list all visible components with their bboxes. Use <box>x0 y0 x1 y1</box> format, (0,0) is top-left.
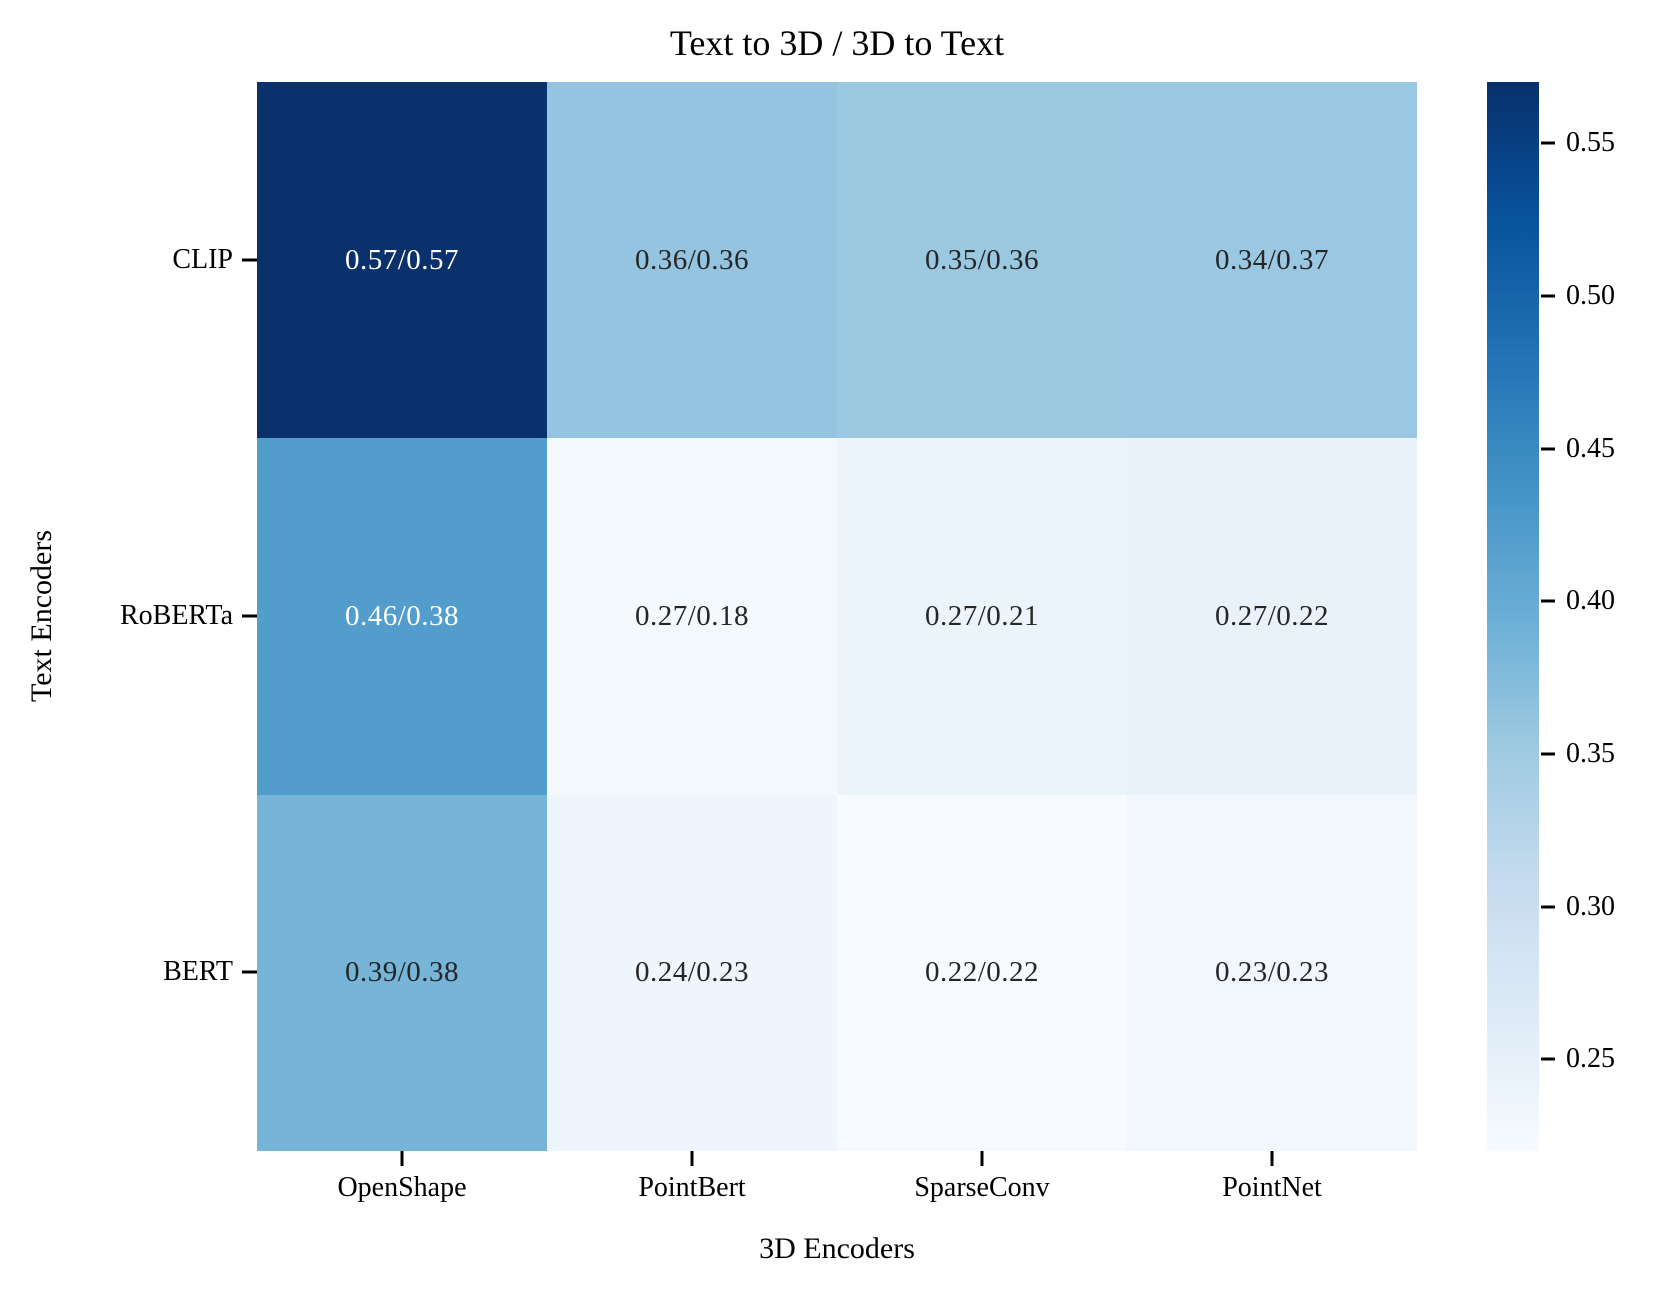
heatmap-cell-roberta-pointnet: 0.27/0.22 <box>1127 438 1417 795</box>
colorbar-tickmark <box>1541 141 1555 145</box>
colorbar-ticklabel: 0.35 <box>1566 737 1615 769</box>
x-tickmark-pointbert <box>690 1151 694 1166</box>
heatmap-cell-clip-pointbert: 0.36/0.36 <box>547 82 837 439</box>
colorbar <box>1487 82 1539 1151</box>
y-ticklabel-roberta: RoBERTa <box>119 600 233 631</box>
heatmap-cell-bert-pointbert: 0.24/0.23 <box>547 794 837 1151</box>
heatmap-cell-bert-pointnet: 0.23/0.23 <box>1127 794 1417 1151</box>
colorbar-tickmark <box>1541 905 1555 909</box>
colorbar-ticklabel: 0.40 <box>1566 585 1615 617</box>
colorbar-tickmark <box>1541 599 1555 603</box>
colorbar-tickmark <box>1541 294 1555 298</box>
x-tickmark-pointnet <box>1270 1151 1274 1166</box>
heatmap-cell-roberta-openshape: 0.46/0.38 <box>257 438 547 795</box>
heatmap-cell-bert-sparseconv: 0.22/0.22 <box>837 794 1127 1151</box>
colorbar-tickmark <box>1541 447 1555 451</box>
colorbar-tickmark <box>1541 752 1555 756</box>
y-tickmark-roberta <box>242 614 257 618</box>
x-tickmark-openshape <box>400 1151 404 1166</box>
heatmap-cell-clip-openshape: 0.57/0.57 <box>257 82 547 439</box>
colorbar-ticklabel: 0.50 <box>1566 279 1615 311</box>
heatmap-cell-roberta-sparseconv: 0.27/0.21 <box>837 438 1127 795</box>
y-tickmark-clip <box>242 258 257 262</box>
chart-title: Text to 3D / 3D to Text <box>669 23 1005 63</box>
y-ticklabel-bert: BERT <box>163 956 233 987</box>
colorbar-ticklabel: 0.45 <box>1566 432 1615 464</box>
x-ticklabel-sparseconv: SparseConv <box>914 1172 1050 1203</box>
colorbar-tickmark <box>1541 1057 1555 1061</box>
x-ticklabel-openshape: OpenShape <box>337 1172 467 1203</box>
x-ticklabel-pointnet: PointNet <box>1222 1172 1322 1203</box>
heatmap-cell-clip-pointnet: 0.34/0.37 <box>1127 82 1417 439</box>
x-tickmark-sparseconv <box>980 1151 984 1166</box>
heatmap-cell-clip-sparseconv: 0.35/0.36 <box>837 82 1127 439</box>
colorbar-ticklabel: 0.55 <box>1566 127 1615 159</box>
x-axis-title: 3D Encoders <box>759 1232 915 1265</box>
heatmap-cell-roberta-pointbert: 0.27/0.18 <box>547 438 837 795</box>
heatmap-cell-bert-openshape: 0.39/0.38 <box>257 794 547 1151</box>
colorbar-ticklabel: 0.30 <box>1566 890 1615 922</box>
y-axis-title: Text Encoders <box>25 529 58 703</box>
x-ticklabel-pointbert: PointBert <box>638 1172 746 1203</box>
y-ticklabel-clip: CLIP <box>172 244 233 275</box>
colorbar-ticklabel: 0.25 <box>1566 1043 1615 1075</box>
y-tickmark-bert <box>242 970 257 974</box>
heatmap-grid: 0.57/0.57 0.36/0.36 0.35/0.36 0.34/0.37 … <box>257 82 1417 1151</box>
